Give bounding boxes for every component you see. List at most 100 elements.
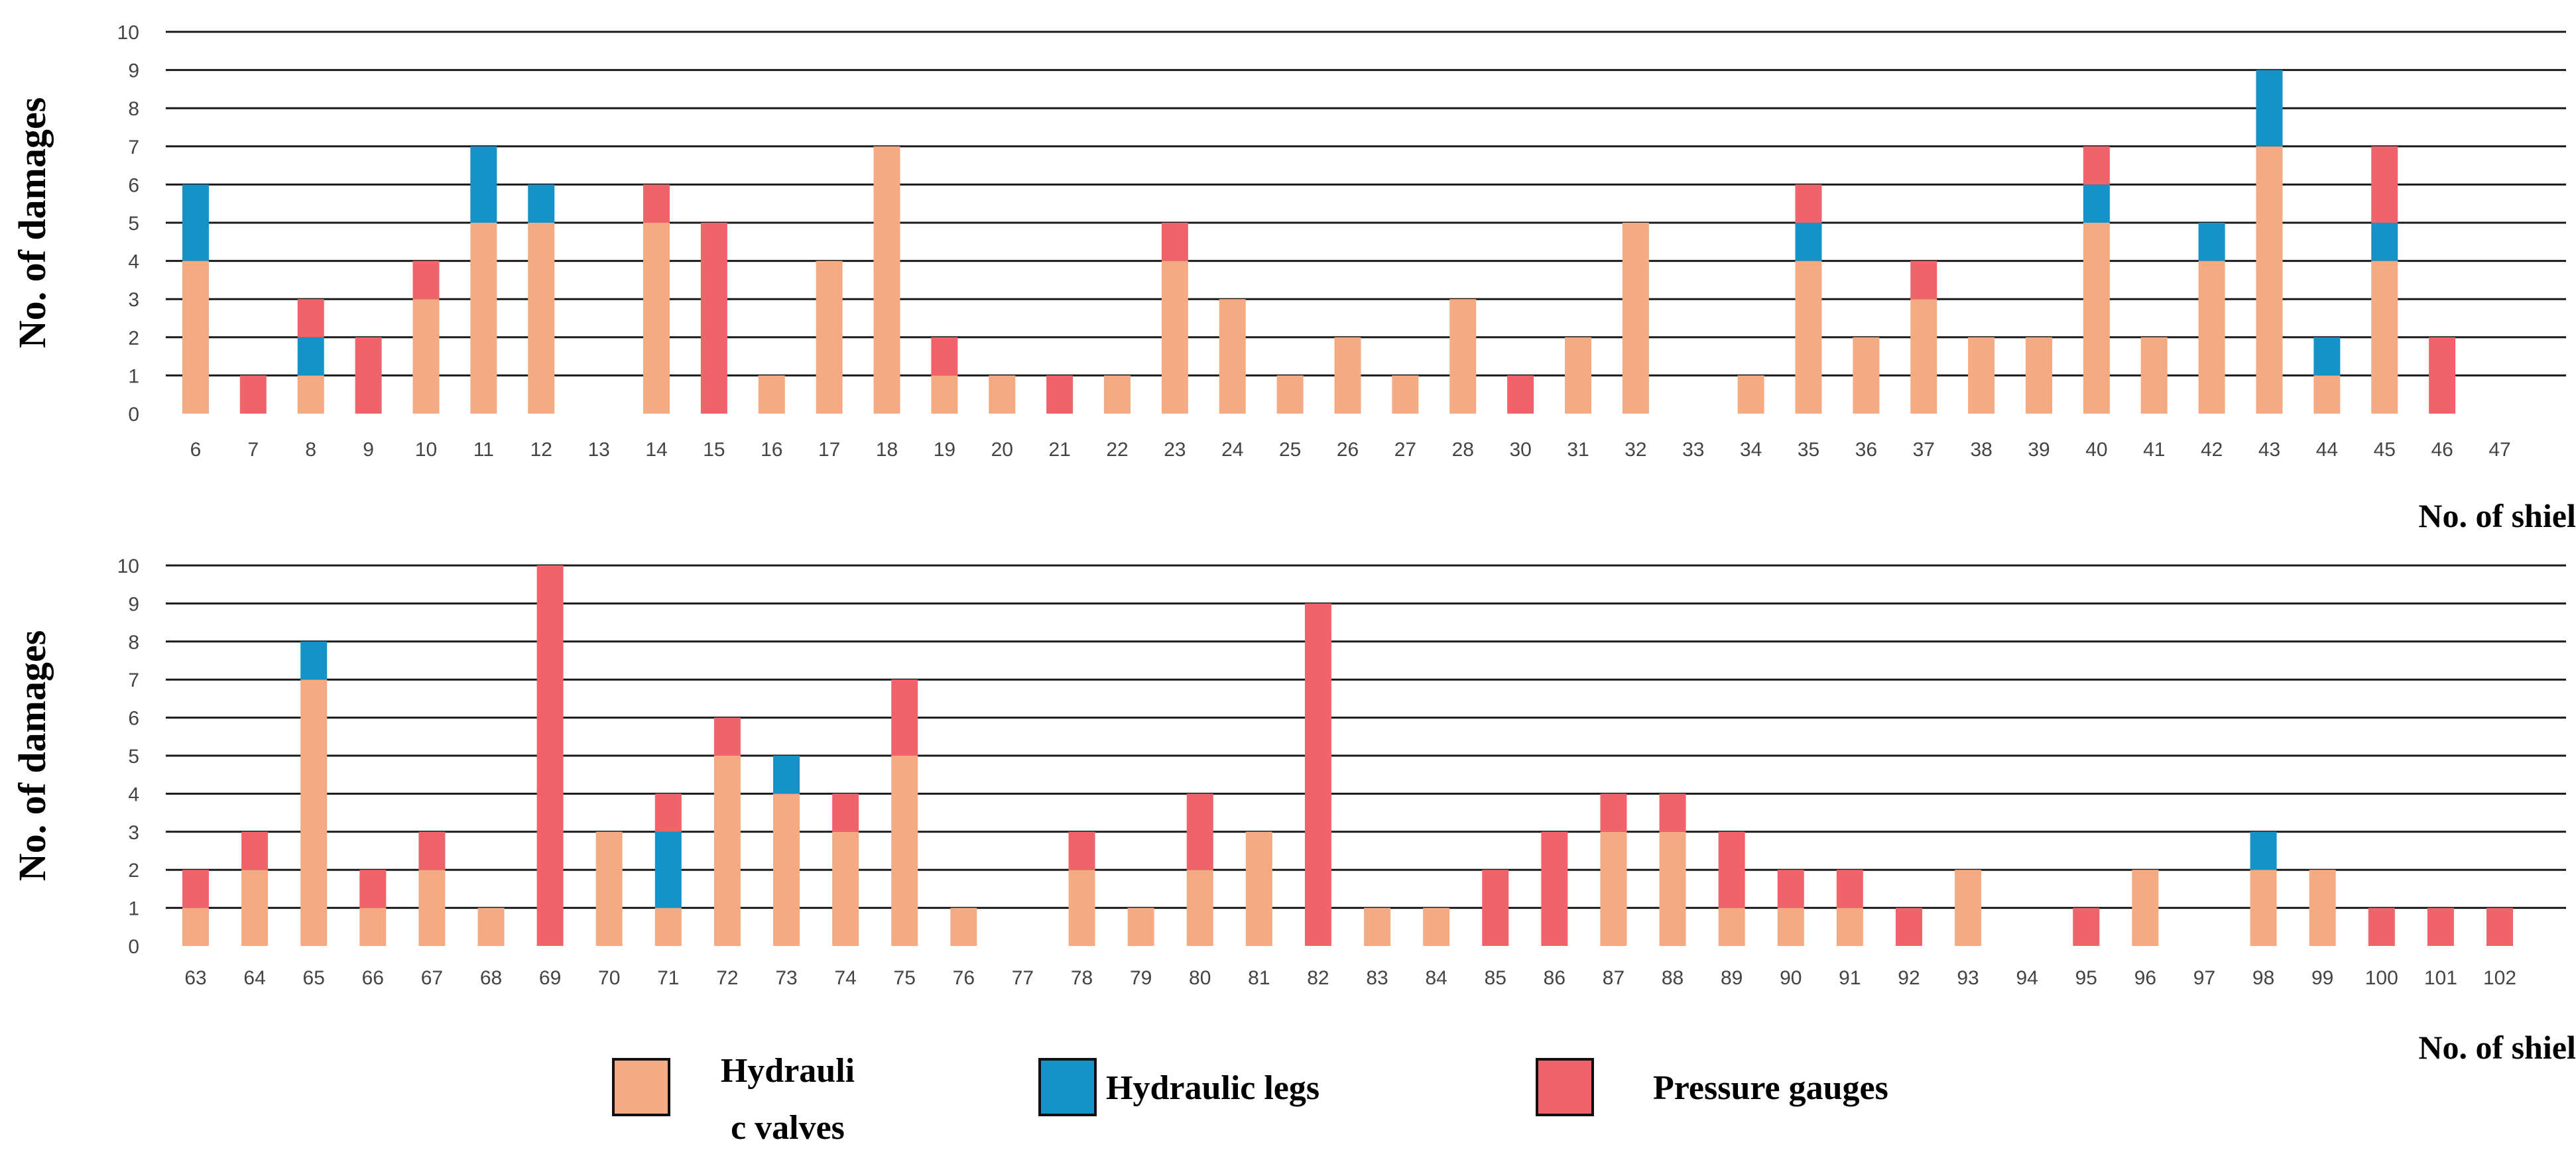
bar-pressure-gauges	[700, 223, 727, 414]
bar-hydraulic-valves	[2313, 375, 2341, 414]
bar-hydraulic-valves	[1423, 907, 1450, 946]
bar-pressure-gauges	[1068, 831, 1095, 870]
x-tick-label: 86	[1544, 967, 1565, 989]
bar-pressure-gauges	[1046, 375, 1073, 414]
bar-hydraulic-legs	[2371, 223, 2398, 261]
bar-hydraulic-valves	[528, 223, 555, 414]
x-tick-label: 28	[1452, 439, 1474, 461]
bar-hydraulic-valves	[1853, 337, 1880, 414]
x-tick-label: 101	[2424, 967, 2457, 989]
bar-pressure-gauges	[643, 184, 670, 223]
x-tick-label: 97	[2193, 967, 2215, 989]
bar-hydraulic-legs	[297, 337, 324, 376]
bar-hydraulic-valves	[773, 793, 800, 946]
y-tick-label: 4	[128, 784, 139, 805]
bar-hydraulic-valves	[643, 223, 670, 414]
bar-hydraulic-valves	[1836, 907, 1863, 946]
bar-hydraulic-valves	[1449, 299, 1477, 414]
bar-pressure-gauges	[536, 565, 564, 946]
x-tick-label: 42	[2201, 439, 2223, 461]
bar-pressure-gauges	[832, 793, 859, 832]
bar-hydraulic-valves	[873, 146, 900, 414]
bar-hydraulic-valves	[1659, 831, 1686, 946]
bar-pressure-gauges	[654, 793, 682, 832]
bar-hydraulic-valves	[1622, 223, 1649, 414]
bar-pressure-gauges	[1600, 793, 1627, 832]
bar-hydraulic-valves	[654, 907, 682, 946]
x-tick-label: 14	[645, 439, 667, 461]
x-tick-label: 15	[703, 439, 725, 461]
bar-hydraulic-valves	[1392, 375, 1419, 414]
y-tick-label: 1	[128, 898, 139, 920]
bar-hydraulic-legs	[2083, 184, 2110, 223]
x-tick-label: 99	[2311, 967, 2333, 989]
bar-hydraulic-valves	[816, 261, 843, 414]
bar-hydraulic-valves	[989, 375, 1016, 414]
y-tick-label: 9	[128, 60, 139, 82]
bar-hydraulic-legs	[2198, 223, 2225, 261]
x-tick-label: 91	[1839, 967, 1861, 989]
bar-pressure-gauges	[418, 831, 446, 870]
y-tick-label: 1	[128, 365, 139, 387]
x-tick-label: 12	[530, 439, 552, 461]
bar-pressure-gauges	[182, 870, 209, 908]
bar-hydraulic-valves	[300, 679, 328, 946]
bar-hydraulic-legs	[2250, 831, 2277, 870]
x-tick-label: 90	[1780, 967, 1802, 989]
x-tick-label: 102	[2483, 967, 2516, 989]
x-tick-label: 38	[1970, 439, 1992, 461]
bar-hydraulic-valves	[2132, 870, 2159, 946]
x-tick-label: 96	[2134, 967, 2156, 989]
x-tick-label: 41	[2143, 439, 2165, 461]
bar-hydraulic-valves	[1718, 907, 1745, 946]
legend-swatch	[1038, 1058, 1097, 1116]
x-tick-label: 24	[1221, 439, 1243, 461]
bar-hydraulic-valves	[1968, 337, 1995, 414]
legend-item-pressure-gauges: Pressure gauges	[1536, 1058, 1888, 1116]
legend-label: Hydrauli	[721, 1052, 855, 1090]
bar-hydraulic-valves	[2256, 146, 2283, 414]
bar-hydraulic-valves	[1161, 261, 1188, 414]
x-tick-label: 16	[761, 439, 782, 461]
x-tick-label: 74	[834, 967, 856, 989]
bar-pressure-gauges	[1777, 870, 1804, 908]
y-tick-label: 0	[128, 936, 139, 958]
bar-hydraulic-valves	[418, 870, 446, 946]
x-tick-label: 35	[1798, 439, 1819, 461]
x-tick-label: 17	[818, 439, 840, 461]
bar-pressure-gauges	[1186, 793, 1213, 870]
y-tick-label: 2	[128, 327, 139, 349]
bar-hydraulic-valves	[1777, 907, 1804, 946]
bar-pressure-gauges	[891, 679, 918, 756]
y-axis-title: No. of damages	[11, 97, 54, 349]
x-tick-label: 68	[480, 967, 502, 989]
legend: Hydrauli c valves Hydraulic legs Pressure g…	[612, 1052, 1888, 1147]
bar-hydraulic-legs	[2313, 337, 2341, 376]
bar-hydraulic-valves	[2309, 870, 2336, 946]
bar-pressure-gauges	[297, 299, 324, 337]
x-tick-label: 8	[305, 439, 316, 461]
bar-hydraulic-valves	[182, 261, 209, 414]
bar-hydraulic-valves	[2371, 261, 2398, 414]
x-tick-label: 82	[1307, 967, 1329, 989]
bar-hydraulic-legs	[2256, 70, 2283, 146]
x-tick-label: 44	[2316, 439, 2338, 461]
x-tick-label: 85	[1485, 967, 1506, 989]
bar-hydraulic-valves	[832, 831, 859, 946]
bar-pressure-gauges	[1659, 793, 1686, 832]
x-tick-label: 71	[657, 967, 679, 989]
x-tick-label: 39	[2028, 439, 2050, 461]
y-tick-label: 9	[128, 593, 139, 615]
bar-hydraulic-valves	[1127, 907, 1154, 946]
x-tick-label: 45	[2374, 439, 2396, 461]
bar-hydraulic-valves	[1068, 870, 1095, 946]
x-tick-label: 19	[934, 439, 955, 461]
bar-hydraulic-valves	[297, 375, 324, 414]
bar-pressure-gauges	[1507, 375, 1534, 414]
x-tick-label: 89	[1721, 967, 1743, 989]
bar-hydraulic-valves	[1104, 375, 1131, 414]
y-tick-label: 6	[128, 708, 139, 730]
bar-pressure-gauges	[713, 717, 741, 756]
